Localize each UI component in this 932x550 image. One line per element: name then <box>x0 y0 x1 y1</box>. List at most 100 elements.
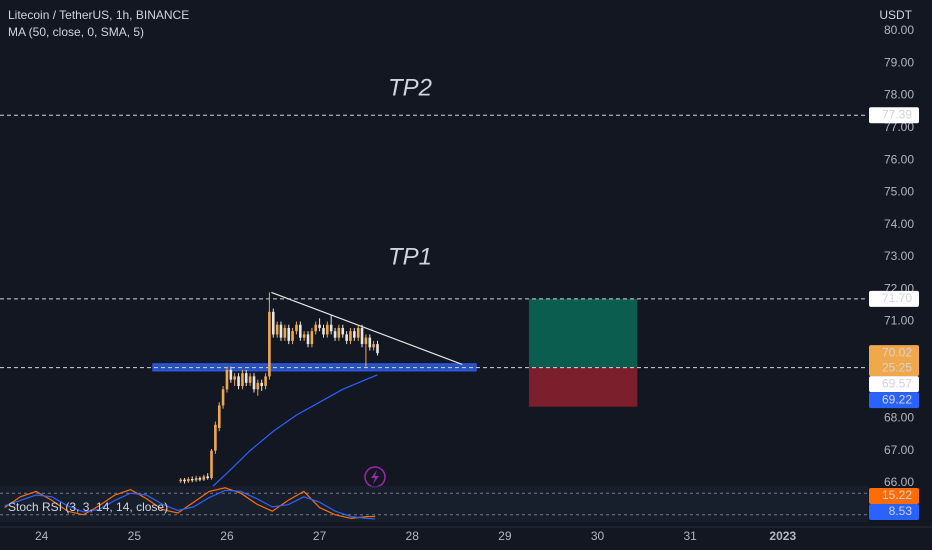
price-tag-label: 71.70 <box>882 291 912 305</box>
price-tag-label: 69.22 <box>882 392 912 406</box>
candle-body <box>275 324 279 335</box>
candle-body <box>329 324 333 332</box>
candle-body <box>299 324 302 338</box>
ma-line <box>212 374 378 487</box>
candle-body <box>302 334 306 338</box>
candle-body <box>291 331 294 341</box>
x-tick-label: 29 <box>498 529 512 543</box>
chart-title: Litecoin / TetherUS, 1h, BINANCE <box>8 8 189 22</box>
price-tag-label: 69.57 <box>882 376 912 390</box>
candle-body <box>325 324 329 335</box>
candle-body <box>271 311 275 335</box>
x-tick-label: 27 <box>313 529 327 543</box>
candle-body <box>283 327 287 338</box>
stoch-tag <box>869 504 919 520</box>
candle-body <box>295 324 298 332</box>
candle-body <box>187 479 190 482</box>
trendline <box>271 291 463 365</box>
countdown: 25:25 <box>882 360 912 374</box>
y-tick-label: 68.00 <box>884 411 914 425</box>
y-tick-label: 77.00 <box>884 120 914 134</box>
candle-body <box>360 327 364 345</box>
candle-body <box>353 331 356 338</box>
candle-body <box>268 311 271 377</box>
y-tick-label: 74.00 <box>884 217 914 231</box>
x-tick-label: 25 <box>128 529 142 543</box>
price-tag <box>869 107 919 124</box>
price-tag-label: 77.39 <box>882 107 912 121</box>
stoch-tag-label: 8.53 <box>889 504 913 518</box>
candle-body <box>256 382 260 390</box>
candle-body <box>179 479 182 482</box>
event-icon-bolt <box>371 470 379 484</box>
x-tick-label: 24 <box>35 529 49 543</box>
candle-body <box>264 376 267 387</box>
y-tick-label: 73.00 <box>884 249 914 263</box>
currency: USDT <box>879 8 912 22</box>
candle-body <box>337 327 341 338</box>
stoch-tag <box>869 488 919 504</box>
y-tick-label: 80.00 <box>884 23 914 37</box>
candle-body <box>364 337 368 345</box>
candle-body <box>206 476 209 479</box>
candle-body <box>241 373 244 387</box>
candle-body <box>341 327 345 335</box>
candle-body <box>372 344 375 348</box>
candle-body <box>210 450 213 479</box>
candle-body <box>287 327 291 341</box>
stoch-pane <box>0 486 868 522</box>
candle-body <box>356 327 360 338</box>
candle-body <box>306 334 310 345</box>
candle-body <box>314 324 318 332</box>
candle-body <box>237 376 240 387</box>
candle-body <box>322 327 325 335</box>
price-tag <box>869 290 919 307</box>
stoch-tag-label: 15.22 <box>882 488 912 502</box>
y-tick-label: 79.00 <box>884 55 914 69</box>
candle-body <box>244 373 248 383</box>
candle-body <box>318 324 321 328</box>
stoch-name: Stoch RSI (3, 3, 14, 14, close) <box>8 500 168 514</box>
x-tick-label: 30 <box>591 529 605 543</box>
price-tag <box>869 392 919 409</box>
candle-body <box>376 344 379 354</box>
x-tick-label: 28 <box>406 529 420 543</box>
candle-body <box>190 479 194 481</box>
x-tick-label: 2023 <box>769 529 796 543</box>
y-tick-label: 75.00 <box>884 185 914 199</box>
candle-body <box>333 331 337 338</box>
candle-body <box>260 382 263 387</box>
candle-body <box>217 405 221 429</box>
candle-body <box>202 476 206 480</box>
price-tag <box>869 376 919 393</box>
candle-body <box>229 369 233 380</box>
candle-body <box>221 389 225 406</box>
y-tick-label: 76.00 <box>884 152 914 166</box>
candle-body <box>198 478 202 480</box>
y-tick-label: 67.00 <box>884 443 914 457</box>
y-tick-label: 78.00 <box>884 88 914 102</box>
price-tag <box>869 345 919 377</box>
candle-body <box>345 334 348 341</box>
annotation: TP1 <box>388 243 432 270</box>
candle-body <box>310 331 314 345</box>
y-tick-label: 71.00 <box>884 314 914 328</box>
annotation: TP2 <box>388 74 432 101</box>
candle-body <box>194 478 198 481</box>
candle-body <box>349 331 352 341</box>
profit-zone <box>528 298 638 368</box>
candle-body <box>252 376 256 390</box>
candle-body <box>368 337 372 348</box>
price-tag-label: 70.02 <box>882 345 912 359</box>
candle-body <box>248 376 252 383</box>
stoch-line <box>4 489 376 520</box>
candle-body <box>214 424 217 451</box>
candle-body <box>233 376 236 380</box>
candle-body <box>279 324 283 338</box>
x-tick-label: 31 <box>683 529 697 543</box>
candle-body <box>183 479 186 482</box>
y-tick-label: 66.00 <box>884 475 914 489</box>
indicator-name: MA (50, close, 0, SMA, 5) <box>8 25 144 39</box>
